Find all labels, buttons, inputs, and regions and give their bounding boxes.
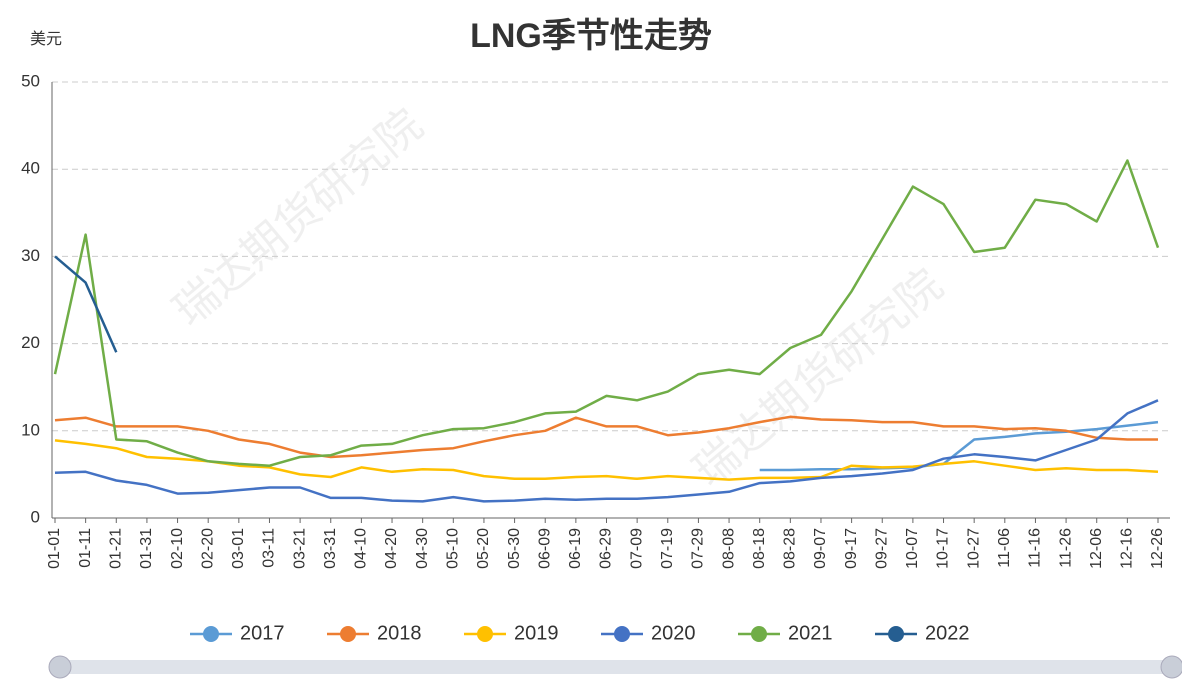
legend-label: 2022 — [925, 622, 970, 644]
x-tick-label: 11-16 — [1027, 528, 1044, 568]
legend-marker — [614, 626, 630, 642]
x-tick-label: 12-06 — [1088, 528, 1105, 569]
x-tick-label: 11-06 — [996, 528, 1013, 568]
x-tick-label: 04-20 — [383, 528, 400, 569]
x-tick-label: 03-11 — [261, 528, 278, 568]
x-tick-label: 01-11 — [77, 528, 94, 568]
x-tick-label: 10-17 — [935, 528, 952, 569]
x-tick-label: 06-09 — [536, 528, 553, 569]
y-tick-label: 40 — [21, 159, 40, 178]
x-tick-label: 05-10 — [445, 528, 462, 569]
x-tick-label: 02-10 — [169, 528, 186, 569]
slider-handle[interactable] — [48, 655, 72, 679]
watermark: 瑞达期货研究院 — [164, 100, 431, 336]
slider-handle[interactable] — [1160, 655, 1182, 679]
x-tick-label: 04-30 — [414, 528, 431, 569]
series-line — [54, 439, 1159, 481]
x-tick-label: 06-29 — [598, 528, 615, 569]
x-tick-label: 01-21 — [107, 528, 124, 569]
x-tick-label: 08-28 — [782, 528, 799, 569]
y-tick-label: 50 — [21, 71, 40, 90]
series-line — [54, 399, 1159, 503]
legend-marker — [340, 626, 356, 642]
x-tick-label: 03-21 — [291, 528, 308, 569]
x-tick-label: 08-08 — [720, 528, 737, 569]
x-tick-label: 12-16 — [1119, 528, 1136, 569]
watermark: 瑞达期货研究院 — [684, 260, 951, 496]
legend-item[interactable]: 2021 — [738, 622, 833, 644]
legend-marker — [888, 626, 904, 642]
x-tick-label: 07-19 — [659, 528, 676, 569]
x-tick-label: 04-10 — [353, 528, 370, 569]
series-line — [54, 415, 1158, 459]
x-tick-label: 03-01 — [230, 528, 247, 569]
x-tick-label: 10-27 — [965, 528, 982, 569]
x-tick-label: 12-26 — [1149, 528, 1166, 569]
y-tick-label: 10 — [21, 420, 40, 439]
x-tick-label: 07-29 — [690, 528, 707, 569]
y-tick-label: 20 — [21, 333, 40, 352]
legend-label: 2017 — [240, 622, 285, 644]
legend-item[interactable]: 2018 — [327, 622, 422, 644]
x-tick-label: 02-20 — [199, 528, 216, 569]
y-tick-label: 30 — [21, 246, 40, 265]
legend-item[interactable]: 2019 — [464, 622, 559, 644]
legend-item[interactable]: 2017 — [190, 622, 285, 644]
legend-label: 2021 — [788, 622, 833, 644]
series-line — [759, 420, 1159, 472]
legend-marker — [477, 626, 493, 642]
x-tick-label: 01-31 — [138, 528, 155, 569]
x-tick-label: 09-17 — [843, 528, 860, 569]
x-tick-label: 05-30 — [506, 528, 523, 569]
x-tick-label: 06-19 — [567, 528, 584, 569]
x-tick-label: 05-20 — [475, 528, 492, 569]
legend-marker — [751, 626, 767, 642]
legend-label: 2018 — [377, 622, 422, 644]
x-tick-label: 01-01 — [46, 528, 63, 569]
legend-item[interactable]: 2022 — [875, 622, 970, 644]
legend-item[interactable]: 2020 — [601, 622, 696, 644]
series-line — [53, 159, 1160, 467]
y-axis-label: 美元 — [30, 30, 62, 48]
legend-marker — [203, 626, 219, 642]
legend-label: 2020 — [651, 622, 696, 644]
y-tick-label: 0 — [31, 507, 40, 526]
slider-track — [58, 660, 1174, 674]
x-tick-label: 08-18 — [751, 528, 768, 569]
x-tick-label: 10-07 — [904, 528, 921, 569]
legend-label: 2019 — [514, 622, 559, 644]
zoom-slider[interactable] — [48, 655, 1182, 679]
x-tick-label: 09-07 — [812, 528, 829, 569]
series-line — [54, 255, 118, 353]
x-tick-label: 09-27 — [873, 528, 890, 569]
chart-title: LNG季节性走势 — [470, 17, 712, 55]
x-tick-label: 07-09 — [628, 528, 645, 569]
x-tick-label: 11-26 — [1057, 528, 1074, 568]
x-tick-label: 03-31 — [322, 528, 339, 569]
